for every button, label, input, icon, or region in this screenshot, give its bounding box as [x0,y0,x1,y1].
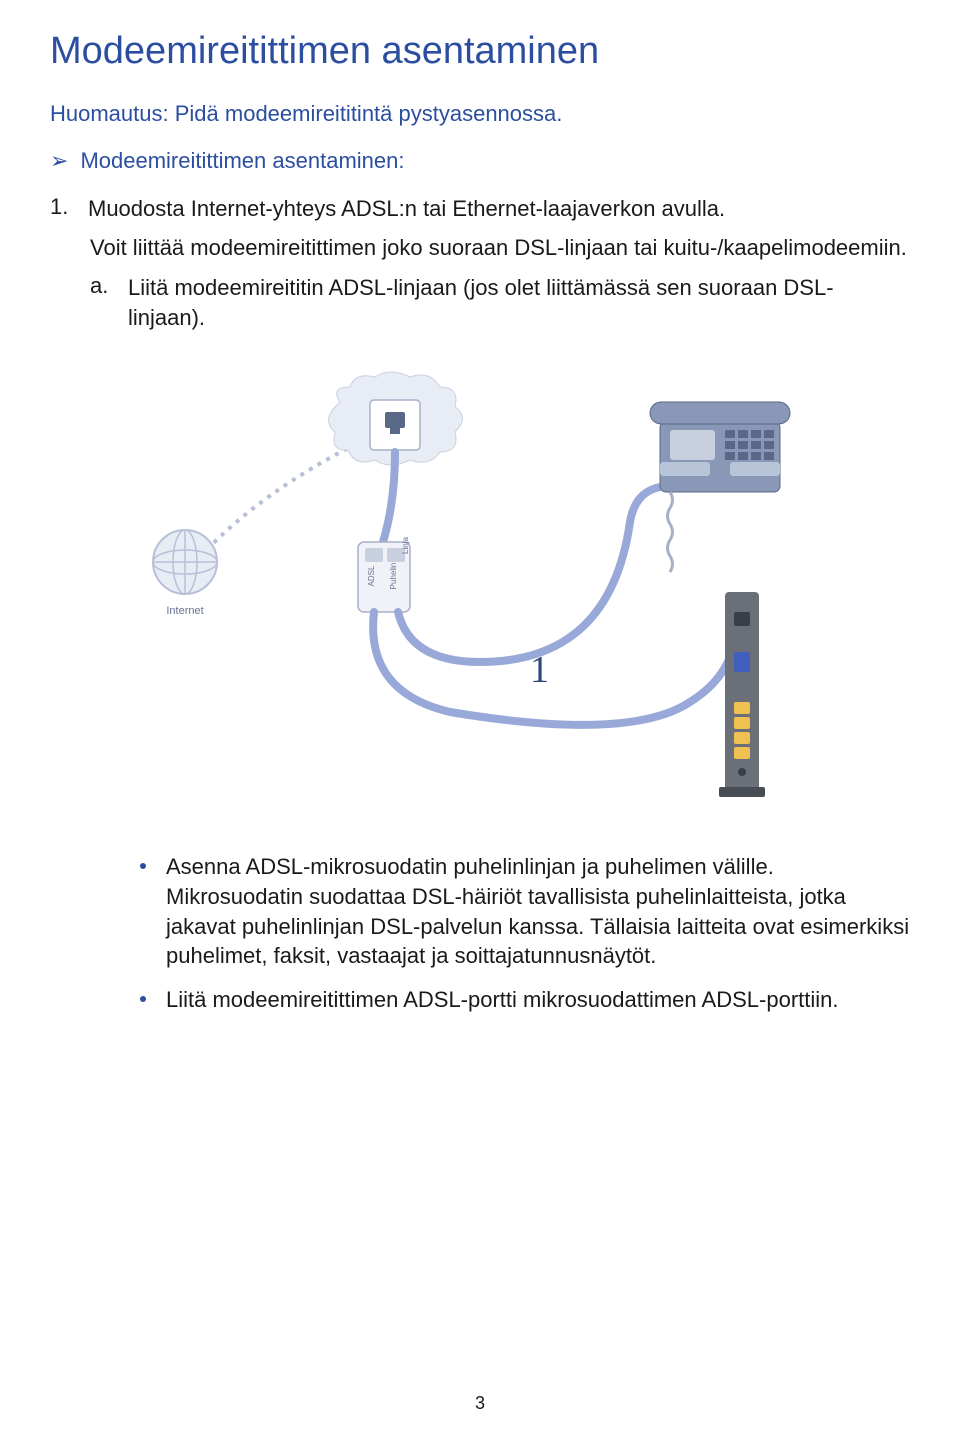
main-bullet-row: ➢ Modeemireitittimen asentaminen: [50,147,910,176]
note-text: Pidä modeemireititintä pystyasennossa. [169,101,563,126]
note-line: Huomautus: Pidä modeemireititintä pystya… [50,101,910,127]
dot-icon [140,863,146,869]
svg-text:Linja: Linja [401,537,410,554]
step-1-paragraph: Voit liittää modeemireitittimen joko suo… [90,233,910,263]
note-label: Huomautus: [50,101,169,126]
page-title: Modeemireitittimen asentaminen [50,30,910,73]
step-1-text: Muodosta Internet-yhteys ADSL:n tai Ethe… [88,194,725,224]
step-1: 1. Muodosta Internet-yhteys ADSL:n tai E… [50,194,910,224]
phone-icon [650,402,790,572]
list-item: Liitä modeemireitittimen ADSL-portti mik… [140,985,910,1015]
step-1-number: 1. [50,194,74,220]
step-1a: a. Liitä modeemireititin ADSL-linjaan (j… [90,273,910,332]
svg-text:ADSL: ADSL [367,565,376,586]
step-1a-letter: a. [90,273,114,299]
svg-text:Puhelin: Puhelin [389,563,398,590]
connection-diagram: Internet ADSL Puhelin Linja [130,362,830,822]
bullet-list: Asenna ADSL-mikrosuodatin puhelinlinjan … [140,852,910,1014]
diagram-label-one: 1 [530,649,549,691]
step-1a-text: Liitä modeemireititin ADSL-linjaan (jos … [128,273,910,332]
bullet-1-text: Asenna ADSL-mikrosuodatin puhelinlinjan … [166,852,910,971]
arrow-icon: ➢ [50,147,68,176]
page-number: 3 [475,1393,485,1414]
diagram-label-internet: Internet [166,605,203,617]
list-item: Asenna ADSL-mikrosuodatin puhelinlinjan … [140,852,910,971]
bullet-2-text: Liitä modeemireitittimen ADSL-portti mik… [166,985,839,1015]
main-bullet-text: Modeemireitittimen asentaminen: [80,147,404,176]
dot-icon [140,996,146,1002]
router-icon [719,592,765,797]
